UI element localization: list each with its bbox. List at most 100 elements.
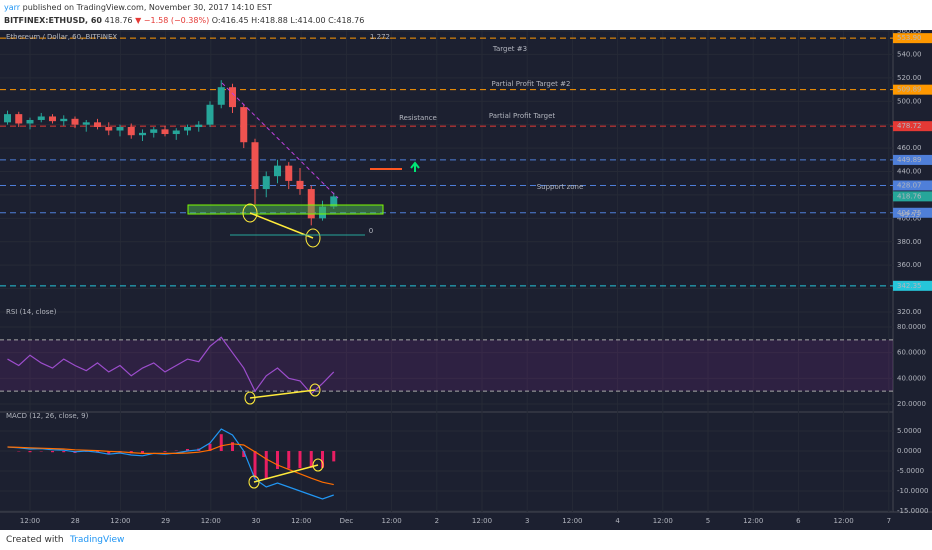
candle-body: [262, 176, 270, 190]
candle-body: [150, 129, 158, 133]
time-label: 12:00: [382, 517, 402, 525]
candle-body: [139, 132, 146, 136]
histogram-bar: [332, 451, 336, 462]
author[interactable]: yarr: [4, 3, 21, 12]
support-box: [187, 204, 384, 215]
candle-body: [217, 87, 225, 105]
histogram-bar: [219, 434, 223, 451]
header: yarr published on TradingView.com, Novem…: [0, 0, 932, 30]
time-label: 12:00: [201, 517, 221, 525]
candle-body: [15, 114, 23, 124]
marker: [309, 383, 321, 397]
y-tick-label: 380.00: [897, 238, 922, 246]
pane-title: Ethereum / Dollar, 60, BITFINEX: [6, 33, 117, 41]
background: [0, 30, 932, 530]
candle-body: [105, 127, 113, 131]
y-tick-label: 60.0000: [897, 349, 926, 357]
time-label: 12:00: [562, 517, 582, 525]
marker: [312, 458, 324, 472]
level-label: 449.89: [897, 156, 922, 164]
candle-body: [195, 124, 203, 128]
y-tick-label: 400.00: [897, 214, 922, 222]
time-label: 30: [252, 517, 261, 525]
level-label: 478.72: [897, 122, 922, 130]
y-tick-label: 5.0000: [897, 427, 922, 435]
candle-body: [82, 122, 90, 125]
candle-body: [161, 129, 169, 135]
time-label: 12:00: [20, 517, 40, 525]
candle-body: [127, 127, 135, 136]
y-tick-label: 360.00: [897, 261, 922, 269]
rsi-divergence: [249, 389, 316, 399]
time-label: 3: [525, 517, 529, 525]
chart: 12:00 28 12:00 29 12:00 30 12:00 Dec 12:00 2 12:00…: [0, 30, 932, 530]
time-label: 29: [161, 517, 170, 525]
histogram-bar: [298, 451, 302, 469]
candle-body: [330, 196, 338, 207]
histogram-bar: [186, 449, 189, 451]
marker: [248, 475, 260, 489]
level-label: 428.07: [897, 181, 922, 189]
time-label: 4: [615, 517, 620, 525]
y-tick-label: 0.0000: [897, 447, 922, 455]
histogram-bar: [264, 451, 268, 479]
level-tag: [893, 121, 932, 132]
y-tick-label: -5.0000: [897, 467, 924, 475]
level-tag: [893, 207, 932, 218]
y-tick-label: 540.00: [897, 50, 922, 58]
annotation: Partial Profit Target: [489, 112, 556, 120]
histogram-bar: [309, 451, 313, 468]
histogram-bar: [242, 451, 246, 457]
time-label: 28: [71, 517, 80, 525]
y-tick-label: 440.00: [897, 168, 922, 176]
time-label: 2: [435, 517, 439, 525]
last: 418.76: [104, 16, 133, 25]
time-label: 5: [706, 517, 710, 525]
histogram-bar: [287, 451, 291, 469]
candle-body: [285, 165, 293, 181]
candle-body: [206, 104, 214, 125]
last-price-label: 418.76: [897, 192, 922, 200]
drawings: [187, 82, 420, 489]
time-label: 12:00: [291, 517, 311, 525]
level-tag: [893, 84, 932, 95]
y-tick-label: 20.0000: [897, 400, 926, 408]
y-tick-label: 520.00: [897, 74, 922, 82]
candle-body: [240, 107, 248, 143]
marker: [244, 391, 256, 405]
level-label: 509.89: [897, 86, 922, 94]
created: Created with: [6, 535, 64, 545]
candle-body: [94, 122, 101, 128]
candle-body: [251, 142, 259, 190]
brand[interactable]: TradingView: [70, 535, 125, 545]
y-tick-label: 460.00: [897, 144, 922, 152]
candle-body: [229, 87, 236, 108]
level-label: 404.75: [897, 209, 922, 217]
candle-body: [60, 118, 68, 122]
level-tag: [893, 154, 932, 165]
marker: [242, 203, 258, 223]
candle-body: [172, 130, 180, 135]
annotation: Support zone: [537, 183, 584, 191]
candle-body: [274, 165, 281, 177]
histogram-bar: [28, 451, 32, 453]
annotation: Target #3: [492, 45, 527, 53]
annotation: Partial Profit Target #2: [492, 80, 571, 88]
trend-line: [221, 82, 339, 199]
histogram-bar: [62, 451, 66, 453]
histogram-bar: [141, 451, 144, 454]
y-tick-label: 320.00: [897, 308, 922, 316]
candle-body: [71, 118, 79, 125]
marker: [305, 228, 321, 248]
level-tag: [893, 280, 932, 291]
time-label: 12:00: [472, 517, 492, 525]
pane-title: MACD (12, 26, close, 9): [6, 412, 89, 420]
change: ▼ −1.58 (−0.38%): [135, 16, 210, 25]
y-tick-label: 40.0000: [897, 374, 926, 382]
annotation: 0: [369, 227, 373, 235]
time-label: 6: [796, 517, 801, 525]
pane-title: RSI (14, close): [6, 308, 57, 316]
level-label: 553.90: [897, 34, 922, 42]
macd-divergence: [253, 464, 319, 483]
